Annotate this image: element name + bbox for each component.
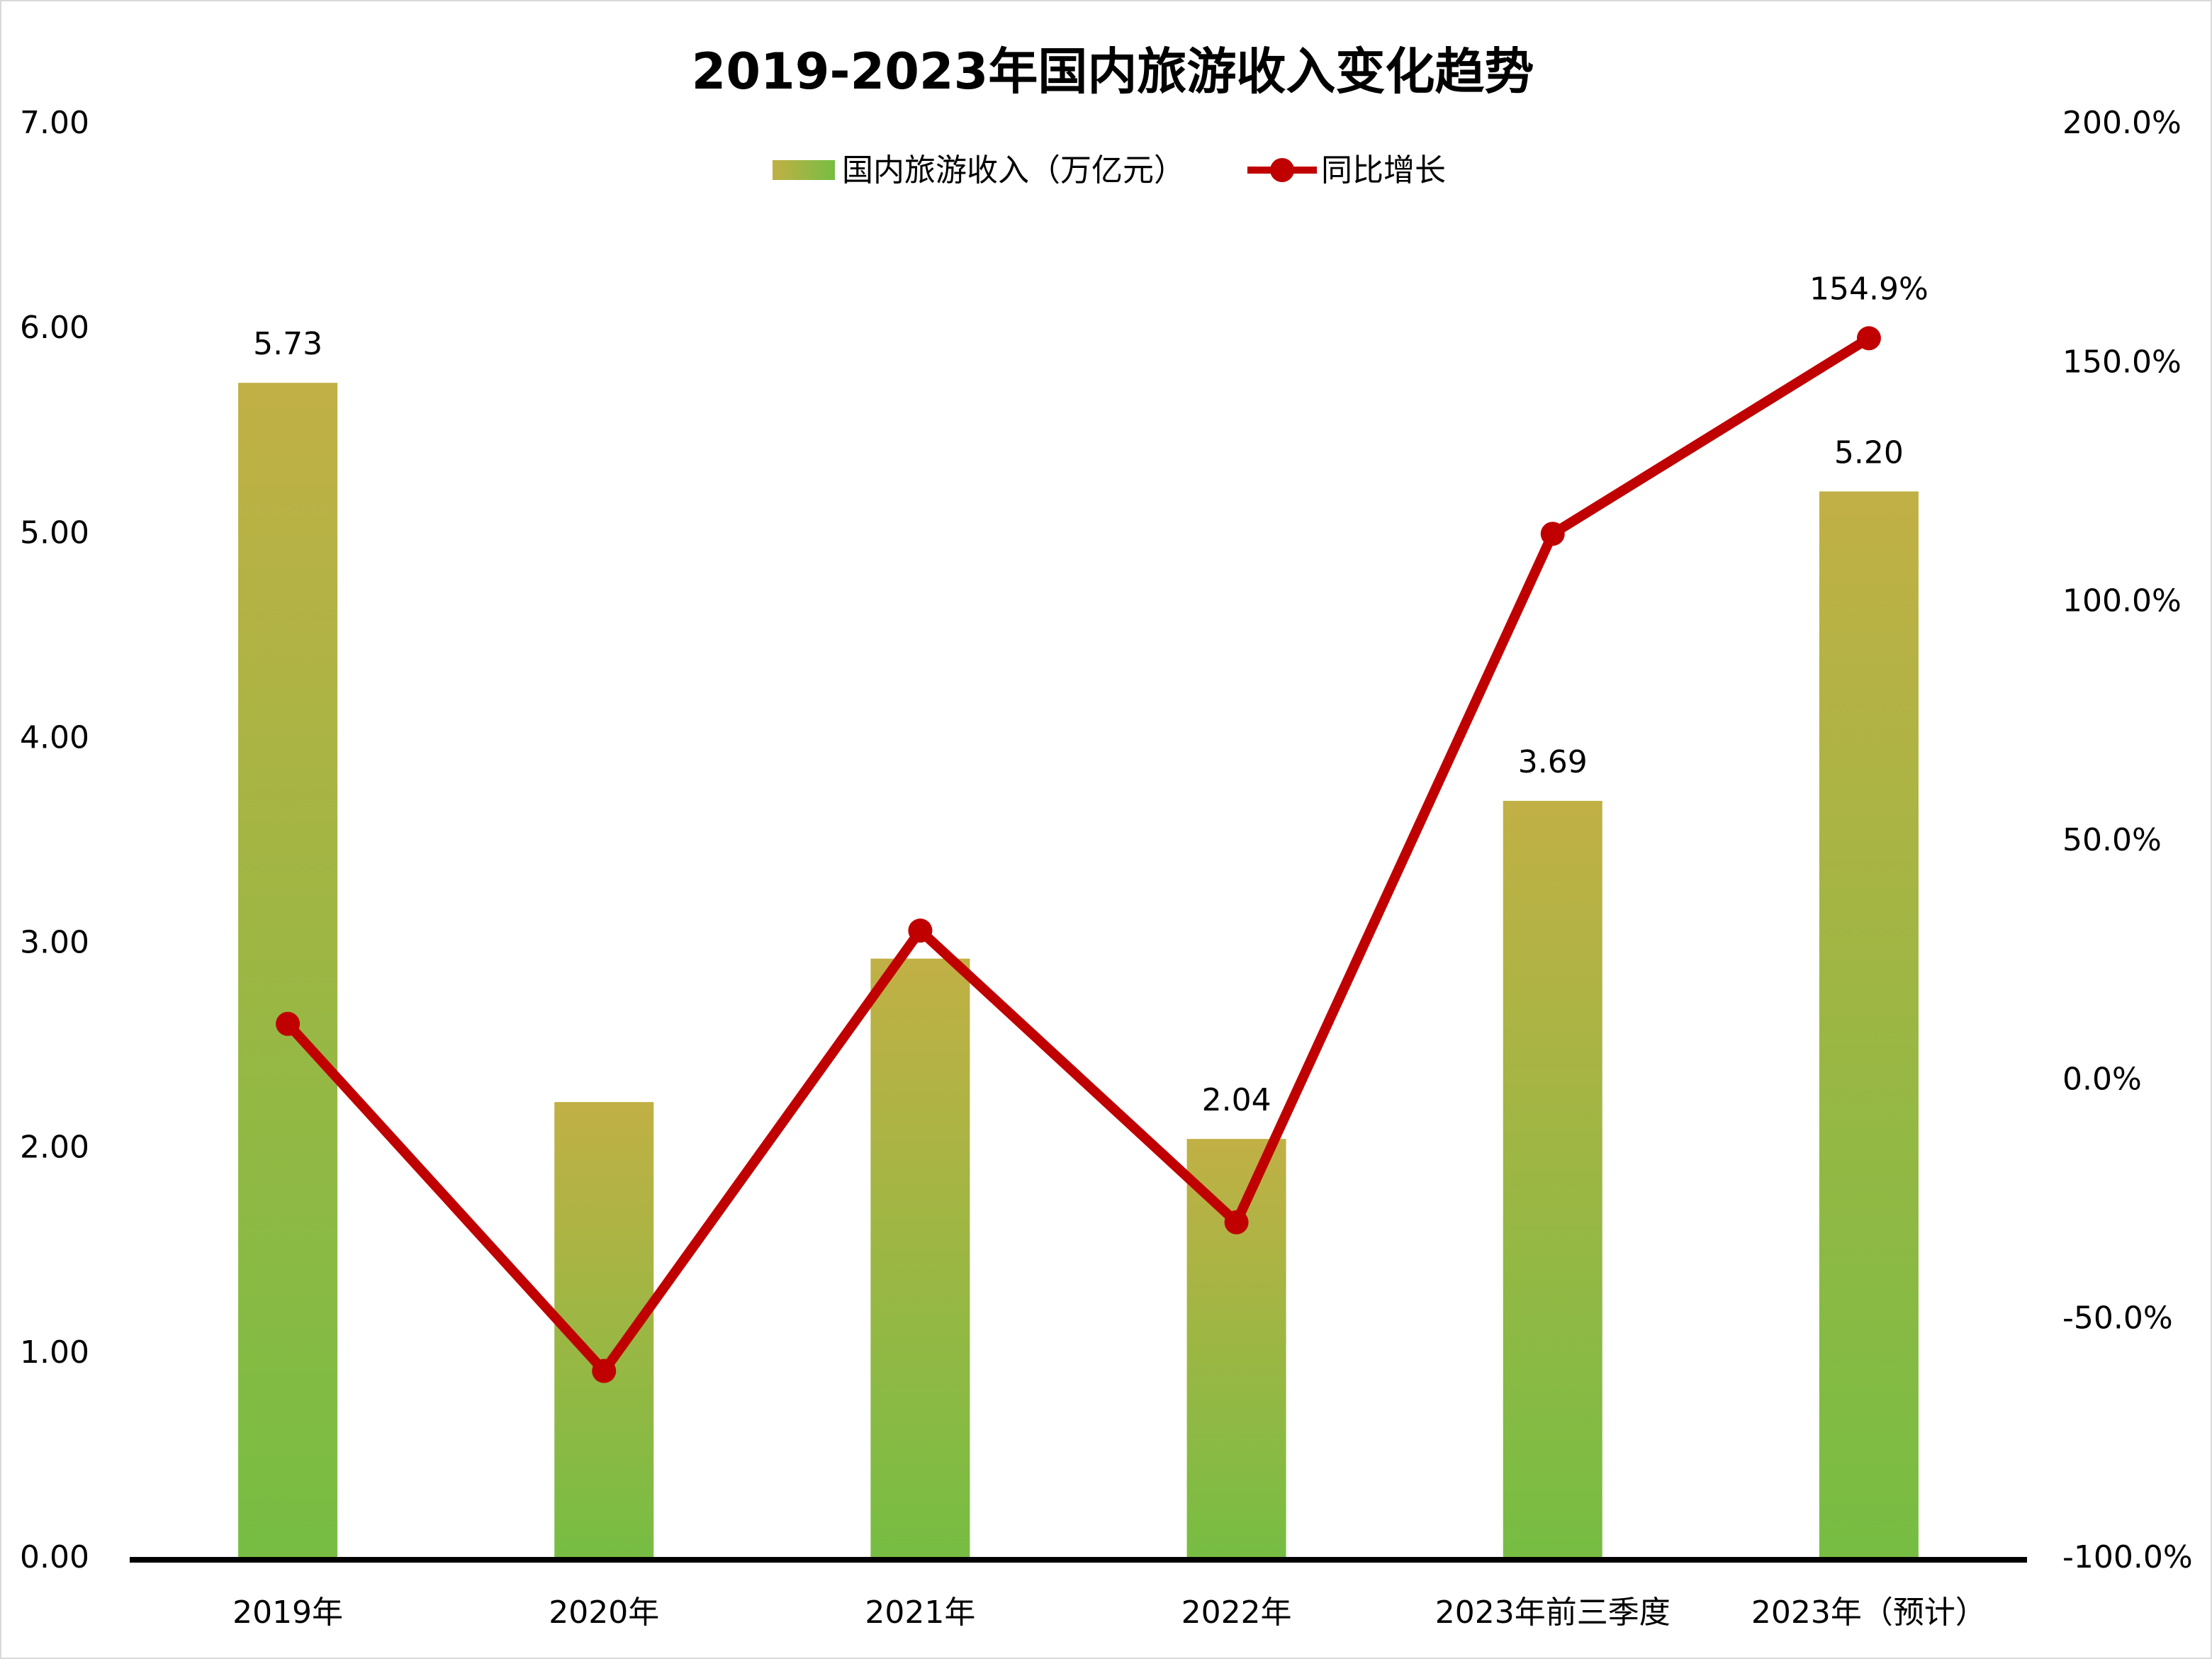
left-axis-tick: 1.00	[20, 1334, 89, 1371]
bar-data-label: 3.69	[1518, 744, 1588, 780]
bar	[1503, 801, 1602, 1557]
left-axis-tick: 0.00	[20, 1539, 89, 1575]
growth-point	[908, 918, 933, 943]
legend: 国内旅游收入（万亿元） 同比增长	[773, 152, 1446, 189]
right-axis-tick: -100.0%	[2062, 1539, 2193, 1575]
legend-line-label: 同比增长	[1321, 152, 1446, 189]
growth-point	[592, 1359, 617, 1383]
bar-data-label: 5.20	[1834, 434, 1904, 471]
growth-point	[1540, 522, 1565, 546]
bar	[1819, 491, 1919, 1557]
bar	[238, 383, 338, 1557]
bar-data-label: 5.73	[253, 326, 322, 362]
bar	[870, 958, 970, 1557]
left-axis-tick: 5.00	[20, 514, 89, 551]
left-axis-tick: 2.00	[20, 1130, 89, 1166]
left-axis-tick: 4.00	[20, 719, 89, 755]
x-axis-tick: 2021年	[865, 1595, 975, 1631]
x-axis-tick: 2023年（预计）	[1751, 1595, 1987, 1631]
left-axis-tick: 3.00	[20, 925, 89, 961]
right-axis-tick: 150.0%	[2062, 344, 2182, 380]
legend-bar-swatch	[773, 160, 835, 180]
growth-point	[1224, 1210, 1249, 1235]
left-axis-tick: 6.00	[20, 310, 89, 346]
bar	[1186, 1139, 1286, 1557]
growth-line	[283, 334, 1872, 1376]
chart-title: 2019-2023年国内旅游收入变化趋势	[692, 43, 1534, 101]
legend-bar-label: 国内旅游收入（万亿元）	[842, 152, 1185, 189]
right-axis-tick: 50.0%	[2062, 822, 2162, 858]
growth-point	[1856, 326, 1881, 351]
growth-data-label: 154.9%	[1809, 271, 1929, 307]
right-axis-tick: 0.0%	[2062, 1061, 2142, 1097]
x-axis-tick: 2020年	[549, 1595, 659, 1631]
growth-point	[276, 1011, 301, 1036]
right-axis-tick: 200.0%	[2062, 105, 2182, 141]
right-axis-tick: -50.0%	[2062, 1300, 2173, 1337]
legend-line-marker	[1270, 158, 1294, 182]
right-axis-tick: 100.0%	[2062, 583, 2182, 619]
bar-data-label: 2.04	[1202, 1082, 1271, 1118]
x-axis-tick: 2022年	[1181, 1595, 1292, 1631]
x-axis-tick: 2019年	[232, 1595, 343, 1631]
left-axis-tick: 7.00	[20, 105, 89, 141]
x-axis-tick: 2023年前三季度	[1435, 1595, 1671, 1631]
